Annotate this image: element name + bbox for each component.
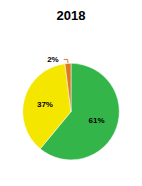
svg-text:2%: 2% [47,55,59,64]
svg-text:37%: 37% [37,100,53,109]
svg-text:2018: 2018 [57,8,86,23]
svg-text:61%: 61% [89,116,105,125]
